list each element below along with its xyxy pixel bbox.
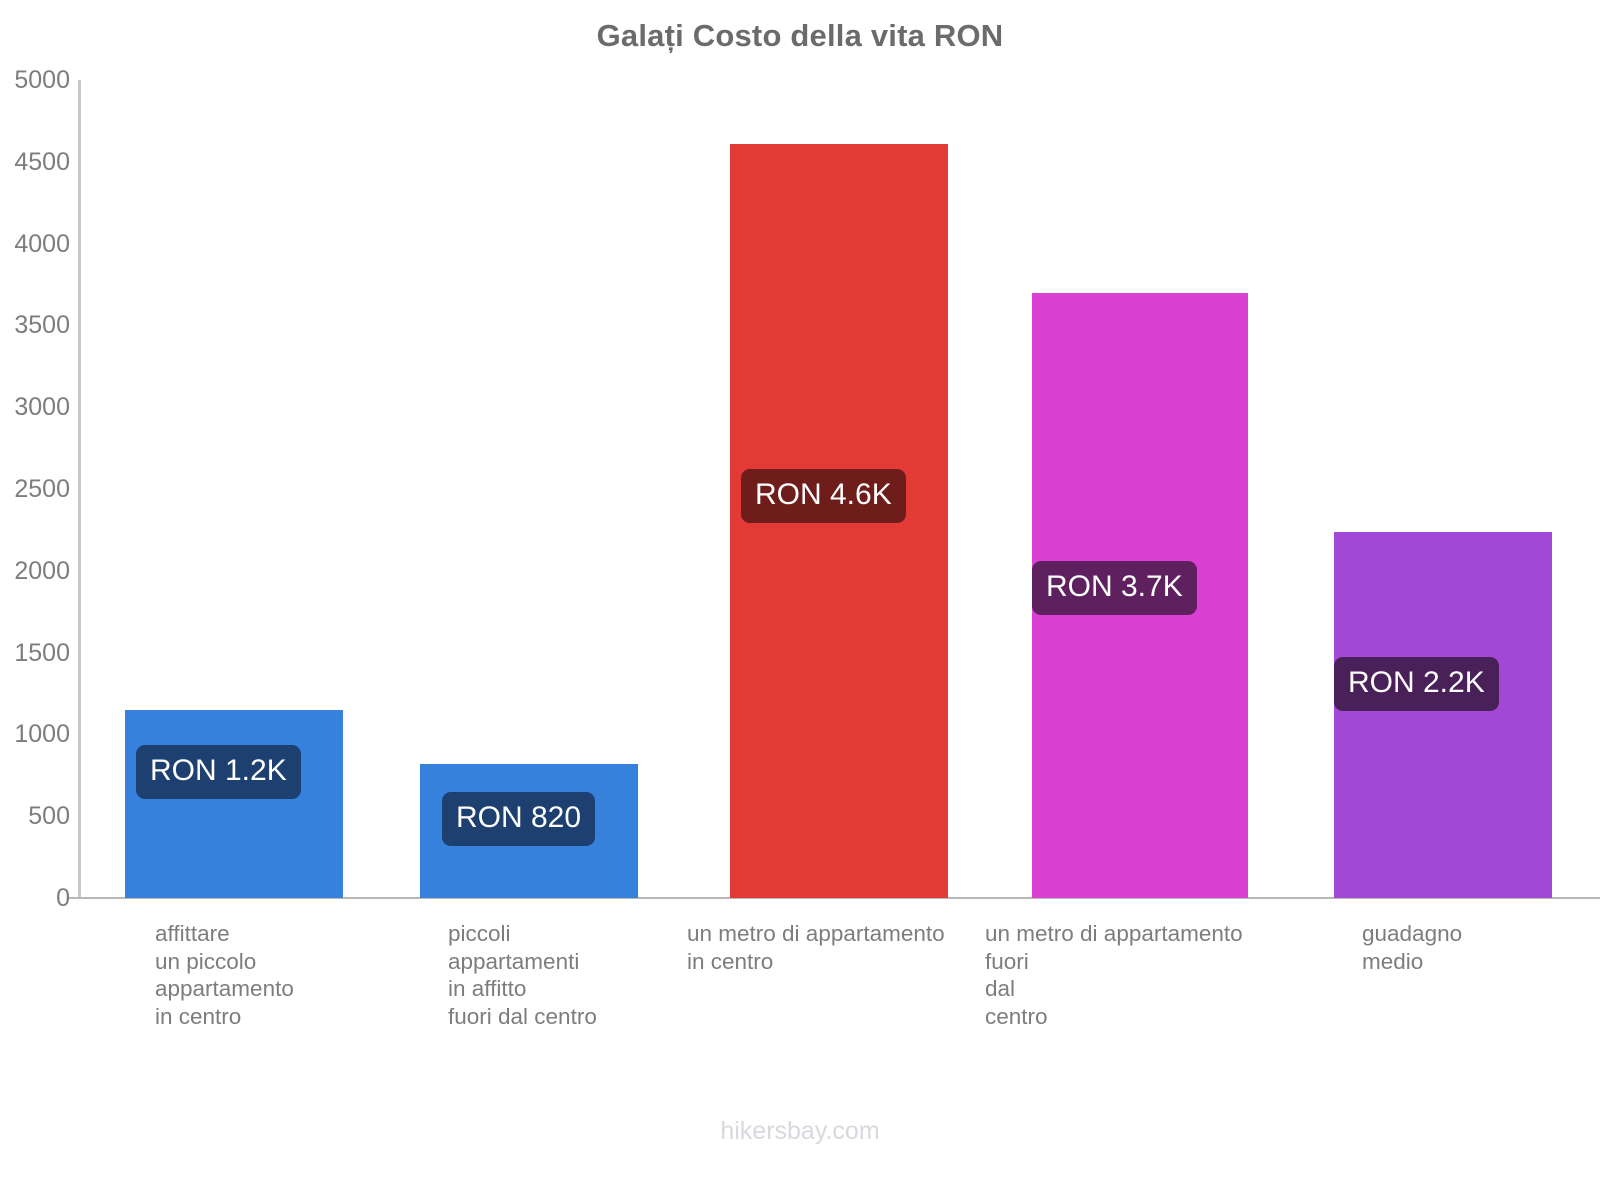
y-axis-tick-label: 2500	[14, 475, 70, 503]
y-axis-tick-label: 1500	[14, 638, 70, 667]
x-axis-category-label: guadagno medio	[1362, 921, 1463, 974]
x-axis-line	[68, 897, 1600, 899]
y-axis-tick-label: 2000	[14, 556, 70, 585]
watermark-label: hikersbay.com	[720, 1117, 880, 1145]
x-axis-category-label: affittare un piccolo appartamento in cen…	[155, 921, 294, 1029]
bar-value-label: RON 4.6K	[741, 468, 906, 523]
y-axis-tick-label: 4500	[14, 147, 70, 176]
x-axis-category-label: un metro di appartamento fuori dal centr…	[985, 921, 1243, 1029]
bar-value-label: RON 3.7K	[1032, 560, 1197, 615]
bar-value-label: RON 1.2K	[136, 744, 301, 799]
y-axis-tick-label: 4000	[14, 229, 70, 258]
y-axis-tick-label: 3500	[14, 311, 70, 340]
bar[interactable]	[125, 709, 343, 898]
y-axis-tick-label: 5000	[14, 66, 70, 94]
x-axis-category-label: piccoli appartamenti in affitto fuori da…	[448, 921, 597, 1029]
bar-value-label: RON 2.2K	[1334, 656, 1499, 711]
y-axis-tick-label: 500	[28, 802, 70, 831]
y-axis-tick-label: 3000	[14, 393, 70, 422]
x-axis-category-label: un metro di appartamento in centro	[687, 921, 945, 974]
y-axis-tick-label: 0	[56, 884, 70, 912]
bar-value-label: RON 820	[442, 791, 596, 846]
bar[interactable]	[1334, 531, 1552, 898]
y-axis-tick-label: 1000	[14, 720, 70, 749]
chart-title: Galați Costo della vita RON	[596, 18, 1004, 53]
y-axis-line	[78, 80, 81, 898]
